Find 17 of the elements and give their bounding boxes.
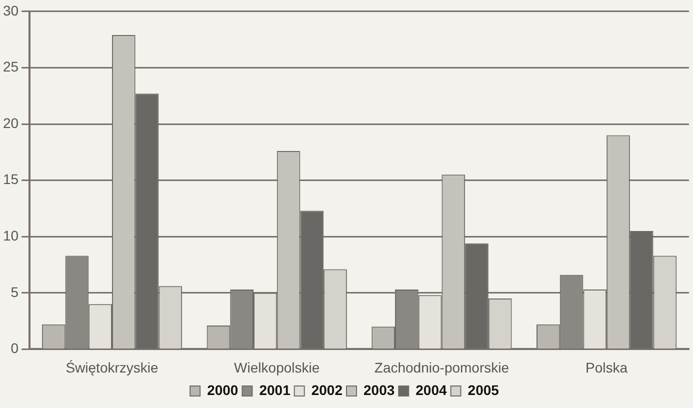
legend-label: 2002 [311,382,343,398]
y-tick-label: 10 [2,227,19,244]
legend-label: 2003 [364,382,395,398]
x-tick-label: Świętokrzyskie [66,359,158,376]
y-tick-label: 25 [2,58,19,75]
y-tick-label: 15 [2,171,19,188]
legend-label: 2004 [416,382,448,398]
legend-label: 2000 [207,382,238,398]
x-tick-label: Polska [586,359,628,376]
x-tick-label: Wielkopolskie [234,359,320,376]
y-tick-label: 20 [2,114,19,131]
y-tick-label: 5 [10,284,19,300]
legend-label: 2001 [259,382,291,398]
y-tick-label: 0 [10,340,19,356]
y-tick-label: 30 [2,2,19,18]
legend-label: 2005 [468,382,500,398]
x-tick-label: Zachodnio-pomorskie [374,359,510,376]
